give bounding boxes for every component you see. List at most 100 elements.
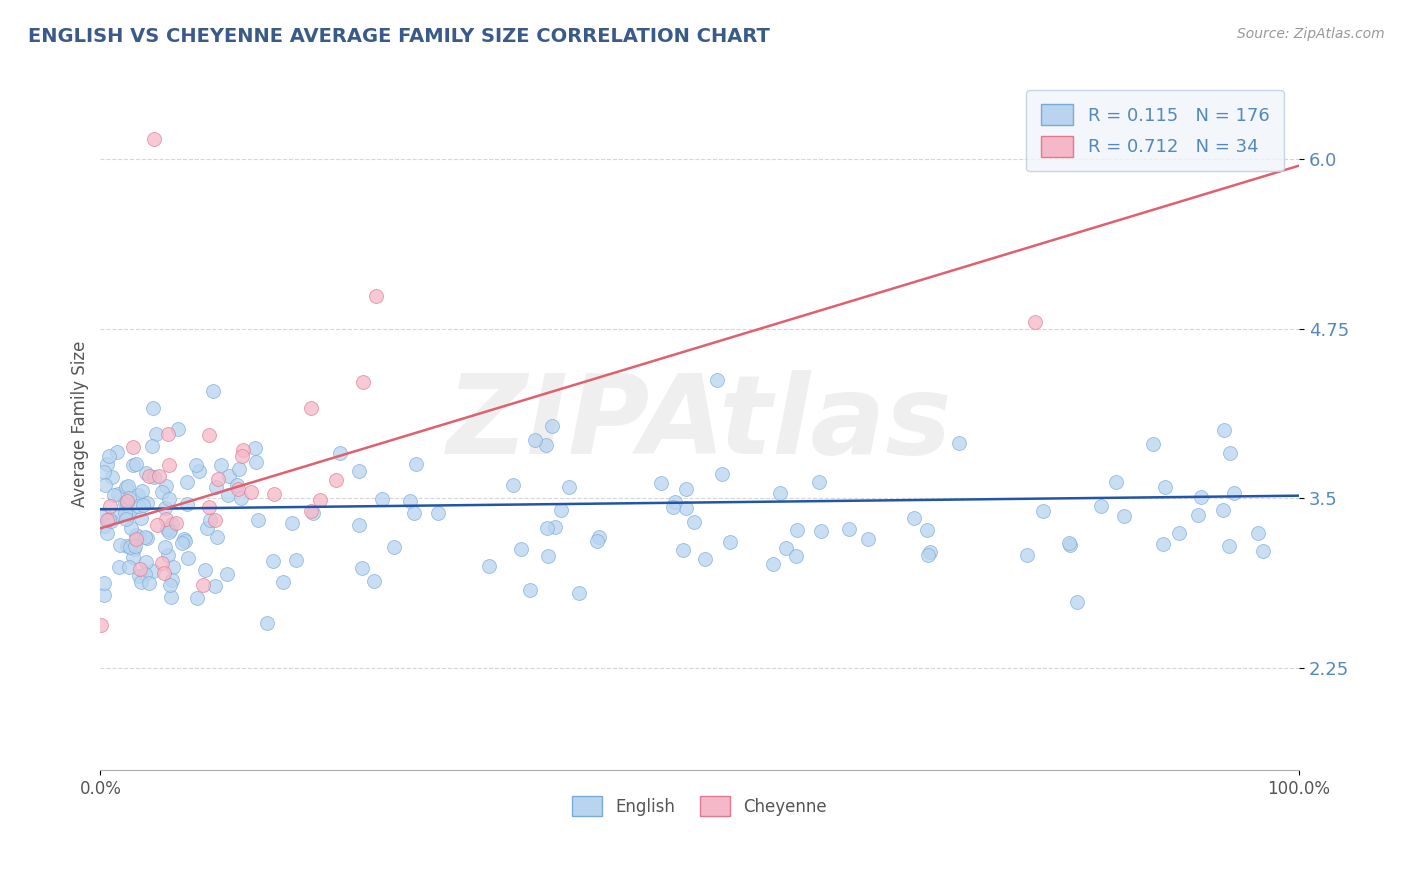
Point bbox=[125, 457, 148, 471]
Point bbox=[159, 523, 181, 537]
Point bbox=[550, 503, 572, 517]
Point bbox=[693, 552, 716, 566]
Point bbox=[153, 500, 176, 515]
Point bbox=[135, 555, 157, 569]
Point bbox=[173, 533, 195, 547]
Point bbox=[769, 486, 792, 500]
Point bbox=[118, 559, 141, 574]
Point bbox=[229, 491, 252, 505]
Text: ZIPAtlas: ZIPAtlas bbox=[447, 370, 952, 477]
Point bbox=[370, 492, 392, 507]
Point bbox=[115, 539, 138, 553]
Point bbox=[786, 523, 808, 537]
Point bbox=[157, 426, 180, 441]
Point bbox=[838, 522, 860, 536]
Point bbox=[215, 567, 238, 582]
Point bbox=[711, 467, 734, 482]
Point bbox=[382, 540, 405, 554]
Text: Source: ZipAtlas.com: Source: ZipAtlas.com bbox=[1237, 27, 1385, 41]
Point bbox=[157, 524, 180, 539]
Point bbox=[114, 506, 136, 520]
Point bbox=[568, 585, 591, 599]
Point bbox=[115, 480, 138, 494]
Point bbox=[588, 531, 610, 545]
Point bbox=[124, 539, 146, 553]
Point bbox=[1015, 548, 1038, 562]
Point bbox=[650, 476, 672, 491]
Point bbox=[1057, 535, 1080, 549]
Point bbox=[1142, 436, 1164, 450]
Point bbox=[118, 508, 141, 522]
Point bbox=[128, 530, 150, 544]
Point bbox=[1154, 481, 1177, 495]
Point bbox=[299, 401, 322, 416]
Point bbox=[186, 591, 208, 605]
Point bbox=[141, 439, 163, 453]
Point bbox=[363, 574, 385, 588]
Point bbox=[118, 541, 141, 555]
Point bbox=[117, 494, 139, 508]
Point bbox=[903, 511, 925, 525]
Point bbox=[94, 478, 117, 492]
Point bbox=[536, 437, 558, 451]
Point bbox=[1066, 595, 1088, 609]
Legend: English, Cheyenne: English, Cheyenne bbox=[564, 788, 835, 824]
Point bbox=[263, 487, 285, 501]
Point bbox=[917, 548, 939, 562]
Point bbox=[148, 468, 170, 483]
Point bbox=[810, 524, 832, 539]
Point bbox=[93, 576, 115, 591]
Point bbox=[97, 512, 120, 526]
Point bbox=[1219, 446, 1241, 460]
Point bbox=[1212, 503, 1234, 517]
Point bbox=[129, 562, 152, 576]
Point bbox=[156, 522, 179, 536]
Point bbox=[191, 578, 214, 592]
Point bbox=[122, 440, 145, 454]
Point bbox=[243, 441, 266, 455]
Point bbox=[426, 506, 449, 520]
Point bbox=[124, 527, 146, 541]
Point bbox=[128, 569, 150, 583]
Point bbox=[166, 516, 188, 531]
Point bbox=[176, 497, 198, 511]
Point bbox=[98, 499, 121, 513]
Point bbox=[664, 494, 686, 508]
Point bbox=[90, 618, 112, 632]
Point bbox=[228, 462, 250, 476]
Point bbox=[96, 457, 118, 471]
Point bbox=[399, 494, 422, 508]
Point bbox=[284, 553, 307, 567]
Point bbox=[226, 482, 249, 496]
Point bbox=[152, 566, 174, 581]
Point bbox=[785, 549, 807, 563]
Point bbox=[117, 479, 139, 493]
Point bbox=[155, 479, 177, 493]
Point bbox=[184, 458, 207, 472]
Point bbox=[209, 458, 232, 472]
Point bbox=[152, 556, 174, 570]
Point bbox=[302, 506, 325, 520]
Point bbox=[205, 530, 228, 544]
Point bbox=[1223, 486, 1246, 500]
Point bbox=[134, 567, 156, 582]
Point bbox=[231, 449, 253, 463]
Point bbox=[218, 469, 240, 483]
Point bbox=[157, 458, 180, 473]
Point bbox=[198, 513, 221, 527]
Point bbox=[1105, 475, 1128, 489]
Point bbox=[405, 458, 427, 472]
Point bbox=[523, 433, 546, 447]
Point bbox=[672, 542, 695, 557]
Point bbox=[160, 517, 183, 532]
Point bbox=[93, 518, 115, 533]
Point bbox=[675, 501, 697, 516]
Point bbox=[536, 521, 558, 535]
Point bbox=[1112, 509, 1135, 524]
Point bbox=[108, 508, 131, 523]
Point bbox=[146, 517, 169, 532]
Point bbox=[155, 512, 177, 526]
Y-axis label: Average Family Size: Average Family Size bbox=[72, 341, 89, 507]
Point bbox=[204, 479, 226, 493]
Point bbox=[1218, 539, 1240, 553]
